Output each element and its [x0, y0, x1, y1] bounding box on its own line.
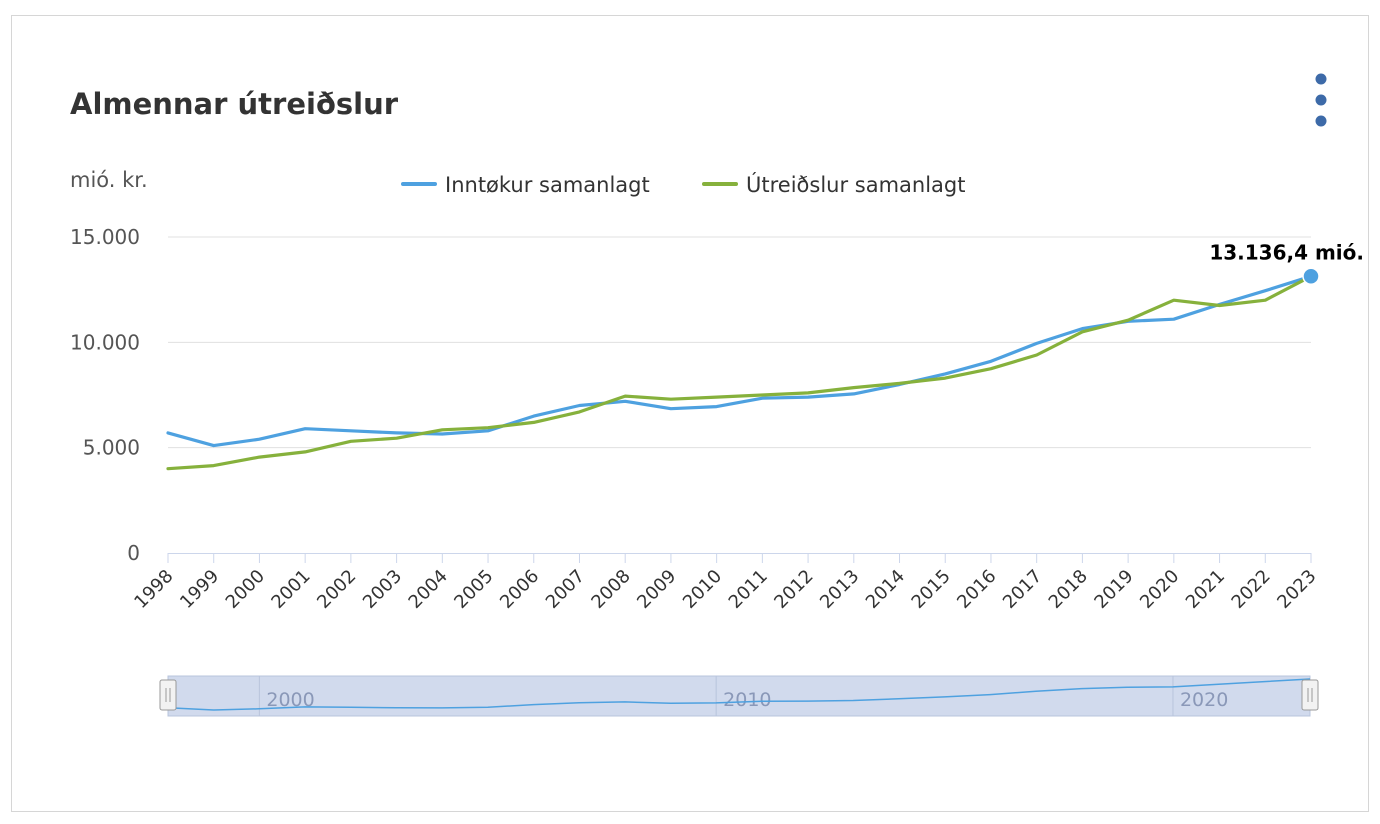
- navigator-selection[interactable]: [167, 675, 1311, 717]
- navigator-handle-right[interactable]: [1301, 679, 1319, 711]
- chart-title: Almennar útreiðslur: [70, 87, 399, 121]
- legend: Inntøkur samanlagt Útreiðslur samanlagt: [401, 172, 966, 197]
- y-tick-label: 0: [127, 541, 140, 565]
- x-tick-label: 2007: [542, 566, 589, 613]
- navigator-series-line: [167, 678, 1311, 711]
- highlight-point[interactable]: [1302, 267, 1320, 286]
- y-axis-ticks: 0 5.000 10.000 15.000: [70, 225, 140, 565]
- x-tick-label: 2012: [770, 566, 817, 613]
- x-tick-label: 2016: [953, 566, 1000, 613]
- highlight-marker: 13.136,4 mió.: [1209, 240, 1364, 286]
- navigator-tick-label: 2010: [723, 689, 771, 711]
- x-tick-label: 2001: [267, 566, 314, 613]
- x-tick-label: 2023: [1273, 566, 1320, 613]
- series-line-0[interactable]: [166, 274, 1313, 448]
- grid-lines: [168, 236, 1311, 449]
- x-tick-label: 2006: [496, 566, 543, 613]
- x-tick-label: 2010: [679, 566, 726, 613]
- x-tick-label: 2018: [1045, 566, 1092, 613]
- x-tick-label: 2021: [1182, 566, 1229, 613]
- x-tick-label: 2003: [359, 566, 406, 613]
- y-tick-label: 5.000: [83, 436, 140, 460]
- legend-label-income: Inntøkur samanlagt: [445, 173, 650, 197]
- x-tick-label: 2009: [633, 566, 680, 613]
- x-tick-label: 2011: [725, 566, 772, 613]
- x-tick-label: 2005: [450, 566, 497, 613]
- x-tick-label: 2022: [1228, 566, 1275, 613]
- x-tick-label: 2020: [1136, 566, 1183, 613]
- legend-item-income[interactable]: Inntøkur samanlagt: [401, 173, 650, 197]
- series-lines: [166, 274, 1313, 471]
- x-tick-label: 2019: [1090, 566, 1137, 613]
- x-tick-label: 2015: [908, 566, 955, 613]
- x-tick-label: 1998: [130, 566, 177, 613]
- x-tick-label: 2014: [862, 566, 909, 613]
- x-tick-label: 2017: [999, 566, 1046, 613]
- x-tick-label: 2008: [587, 566, 634, 613]
- x-tick-label: 2013: [816, 566, 863, 613]
- highlight-label: 13.136,4 mió.: [1209, 240, 1364, 264]
- x-tick-label: 1999: [176, 566, 223, 613]
- navigator-tick-label: 2020: [1180, 689, 1228, 711]
- x-axis: 1998199920002001200220032004200520062007…: [130, 553, 1321, 613]
- navigator-tick-label: 2000: [266, 689, 314, 711]
- x-tick-label: 2004: [405, 566, 452, 613]
- y-axis-label: mió. kr.: [70, 168, 148, 192]
- legend-label-expense: Útreiðslur samanlagt: [746, 172, 966, 197]
- kebab-menu-icon[interactable]: [1315, 73, 1327, 127]
- navigator-handle-left[interactable]: [159, 679, 177, 711]
- x-tick-label: 2002: [313, 566, 360, 613]
- navigator[interactable]: 2000 2010 2020: [159, 675, 1319, 717]
- x-tick-label: 2000: [222, 566, 269, 613]
- legend-item-expense[interactable]: Útreiðslur samanlagt: [702, 172, 966, 197]
- y-tick-label: 15.000: [70, 225, 140, 249]
- series-line-1[interactable]: [166, 274, 1313, 471]
- y-tick-label: 10.000: [70, 330, 140, 354]
